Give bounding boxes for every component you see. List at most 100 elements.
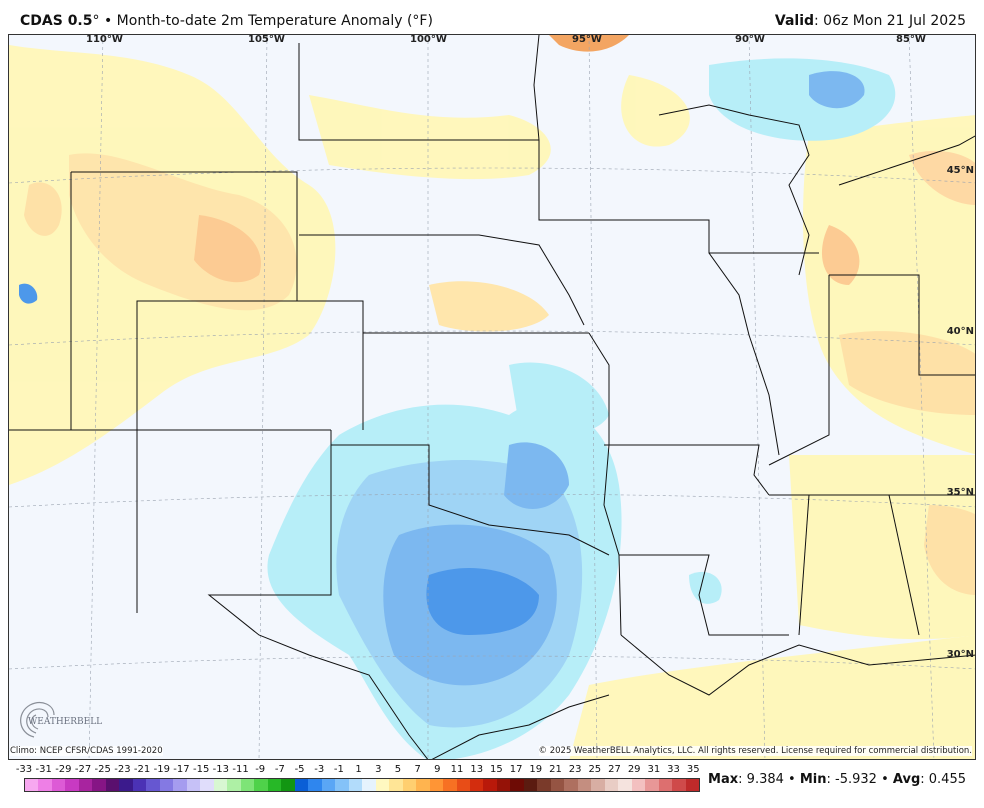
colorbar-tick-label: 25 <box>588 764 602 775</box>
colorbar-swatch <box>105 779 120 791</box>
product-suffix: ° <box>92 13 100 29</box>
colorbar-swatch <box>523 779 538 791</box>
colorbar-swatch <box>389 779 403 791</box>
colorbar-tick-label: -5 <box>294 764 305 775</box>
colorbar-ticks: -33 -31 -29 -27 -25 -23 -21 -19 -17 -15 -13 -11 -9 -7… <box>16 764 706 778</box>
colorbar-swatch <box>362 779 376 791</box>
valid-label: Valid <box>774 13 815 29</box>
colorbar-tick-label: 7 <box>414 764 421 775</box>
colorbar-swatch <box>577 779 592 791</box>
lon-label-95w: 95°W <box>572 34 602 45</box>
colorbar-tick-label: -13 <box>212 764 229 775</box>
colorbar-tick-label: 13 <box>470 764 484 775</box>
colorbar-swatch <box>550 779 565 791</box>
colorbar-tick-label: 21 <box>549 764 562 775</box>
colorbar-swatch <box>456 779 470 791</box>
lon-label-90w: 90°W <box>735 34 765 45</box>
colorbar-tick-label: -17 <box>173 764 190 775</box>
colorbar-tick-label: 1 <box>355 764 362 775</box>
colorbar-tick-label: -1 <box>333 764 344 775</box>
colorbar-tick-label: -3 <box>314 764 325 775</box>
colorbar-swatch <box>645 779 659 791</box>
colorbar-swatch <box>469 779 484 791</box>
colorbar-tick-label: -23 <box>114 764 131 775</box>
colorbar-tick-label: 17 <box>509 764 523 775</box>
colorbar-tick-label: 15 <box>490 764 503 775</box>
colorbar-tick-label: -33 <box>15 764 33 775</box>
colorbar-swatch <box>402 779 417 791</box>
colorbar-swatch <box>51 779 66 791</box>
lat-label-35n: 35°N <box>946 487 974 498</box>
colorbar-tick-label: 29 <box>627 764 641 775</box>
colorbar-swatch <box>416 779 430 791</box>
colorbar-tick-label: -19 <box>153 764 170 775</box>
state-boundaries <box>9 35 975 759</box>
max-value: : 9.384 <box>738 772 784 787</box>
weatherbell-logo: WEATHERBELL <box>20 702 102 738</box>
colorbar-swatch <box>321 779 336 791</box>
lon-label-85w: 85°W <box>896 34 926 45</box>
cool-anomaly-areas <box>19 58 896 759</box>
colorbar-swatch <box>672 779 686 791</box>
max-label: Max <box>708 772 739 787</box>
colorbar-tick-label: 27 <box>608 764 621 775</box>
colorbar-swatch <box>335 779 349 791</box>
map-canvas <box>9 35 975 759</box>
colorbar-swatch <box>200 779 214 791</box>
colorbar-tick-label: 35 <box>686 764 700 775</box>
colorbar-swatch <box>537 779 551 791</box>
colorbar <box>24 778 700 792</box>
lon-label-110w: 110°W <box>86 34 123 45</box>
colorbar-tick-label: 31 <box>647 764 661 775</box>
colorbar-tick-label: -7 <box>274 764 285 775</box>
colorbar-swatch <box>604 779 619 791</box>
lat-label-30n: 30°N <box>946 649 974 660</box>
colorbar-swatch <box>186 779 201 791</box>
colorbar-swatch <box>375 779 390 791</box>
valid-value: : 06z Mon 21 Jul 2025 <box>814 13 966 29</box>
avg-value: : 0.455 <box>920 772 966 787</box>
avg-label: Avg <box>892 772 921 787</box>
colorbar-swatch <box>443 779 457 791</box>
colorbar-tick-label: -11 <box>232 764 249 775</box>
colorbar-swatch <box>631 779 646 791</box>
colorbar-swatch <box>308 779 322 791</box>
colorbar-tick-label: -21 <box>133 764 151 775</box>
warm-anomaly-areas <box>9 35 975 759</box>
colorbar-tick-label: 3 <box>375 764 382 775</box>
lon-label-105w: 105°W <box>248 34 285 45</box>
colorbar-tick-label: 9 <box>434 764 441 775</box>
colorbar-swatch <box>240 779 255 791</box>
colorbar-swatch <box>132 779 147 791</box>
colorbar-swatch <box>348 779 363 791</box>
colorbar-swatch <box>483 779 497 791</box>
colorbar-swatch <box>267 779 282 791</box>
min-value: : -5.932 <box>826 772 877 787</box>
min-label: Min <box>799 772 827 787</box>
colorbar-swatch <box>254 779 268 791</box>
title-bullet: • <box>103 13 113 29</box>
field-stats: Max: 9.384 • Min: -5.932 • Avg: 0.455 <box>708 772 966 787</box>
colorbar-swatch <box>25 779 39 791</box>
lat-label-45n: 45°N <box>946 165 974 176</box>
colorbar-swatch <box>213 779 228 791</box>
stats-separator-2: • <box>881 772 889 787</box>
product-name: CDAS 0.5 <box>20 13 93 29</box>
colorbar-tick-label: -27 <box>74 764 92 775</box>
colorbar-swatch <box>618 779 632 791</box>
colorbar-swatch <box>65 779 79 791</box>
colorbar-swatch <box>429 779 444 791</box>
colorbar-tick-label: -9 <box>255 764 266 775</box>
colorbar-tick-label: 11 <box>450 764 464 775</box>
lat-label-40n: 40°N <box>946 326 974 337</box>
colorbar-tick-label: 19 <box>529 764 543 775</box>
product-description: Month-to-date 2m Temperature Anomaly (°F… <box>116 13 433 29</box>
colorbar-tick-label: -15 <box>192 764 210 775</box>
colorbar-swatch <box>146 779 160 791</box>
valid-time: Valid: 06z Mon 21 Jul 2025 <box>775 13 966 29</box>
colorbar-swatch <box>591 779 605 791</box>
graticule <box>9 35 975 759</box>
colorbar-tick-label: -31 <box>35 764 52 775</box>
colorbar-tick-label: 5 <box>394 764 402 775</box>
anomaly-map <box>8 34 976 760</box>
